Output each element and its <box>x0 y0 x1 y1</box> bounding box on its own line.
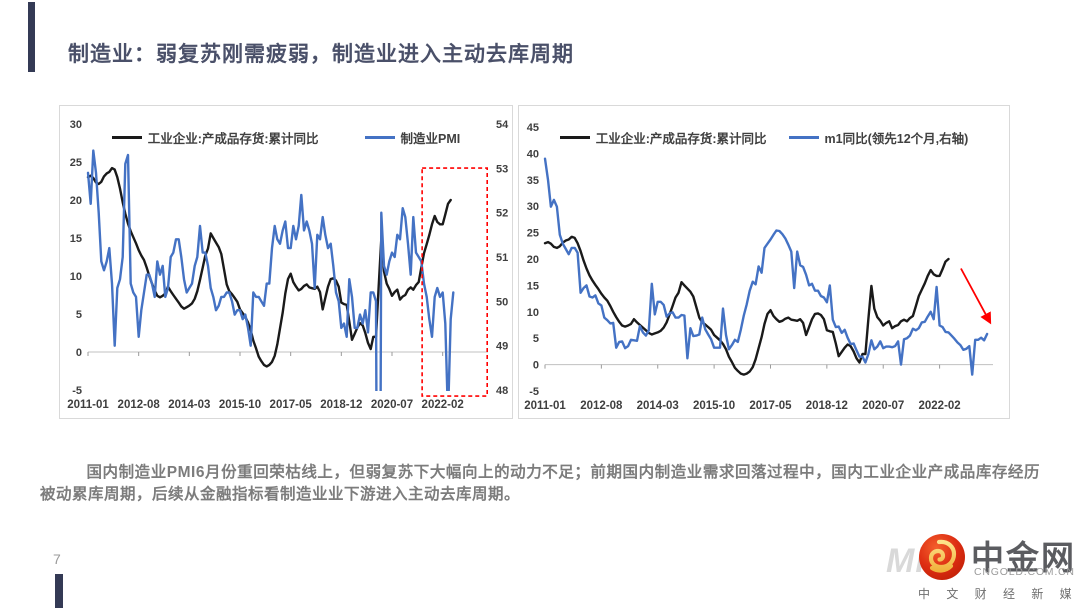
left-axis-label: 10 <box>70 271 82 283</box>
line-sample-black-icon <box>559 136 590 139</box>
left-axis-label: 15 <box>70 233 82 245</box>
right-axis-label: 52 <box>496 208 508 220</box>
left-axis-label: 15 <box>527 280 539 292</box>
page-number: 7 <box>53 551 61 567</box>
left-axis-label: -5 <box>529 386 539 398</box>
left-axis-label: -5 <box>72 385 82 397</box>
line-sample-blue-icon <box>788 136 819 139</box>
x-axis-label: 2011-01 <box>67 399 109 411</box>
left-axis-label: 40 <box>527 148 539 160</box>
chart-inventory-vs-pmi: 30 25 20 15 10 5 0 -5 54 53 52 51 50 49 48 2011-01 2012-… <box>59 105 513 419</box>
left-axis-label: 20 <box>70 195 82 207</box>
legend-item: 工业企业:产成品存货:累计同比 <box>111 128 319 147</box>
commentary-text: 国内制造业PMI6月份重回荣枯线上，但弱复苏下大幅向上的动力不足；前期国内制造业… <box>40 463 1040 503</box>
left-axis-label: 35 <box>527 175 539 187</box>
series-line <box>86 166 452 368</box>
cngold-logo-icon <box>919 534 965 580</box>
right-axis-label: 51 <box>496 252 508 264</box>
left-axis-label: 20 <box>527 254 539 266</box>
right-axis-label: 53 <box>496 163 508 175</box>
legend-label: 制造业PMI <box>400 132 461 146</box>
brand-domain: CNGOLD.COM.CN <box>974 566 1075 578</box>
page-title: 制造业：弱复苏刚需疲弱，制造业进入主动去库周期 <box>68 43 574 67</box>
x-axis-label: 2020-07 <box>371 399 413 411</box>
legend-item: m1同比(领先12个月,右轴) <box>788 128 969 147</box>
left-axis-label: 30 <box>70 119 82 131</box>
x-axis-label: 2018-12 <box>320 399 362 411</box>
brand-name: 中金网 <box>971 539 1076 576</box>
legend-label: m1同比(领先12个月,右轴) <box>824 132 969 146</box>
x-axis-label: 2017-05 <box>270 399 313 411</box>
x-axis-label: 2012-08 <box>580 400 623 412</box>
left-axis-label: 10 <box>527 307 539 319</box>
left-axis-label: 0 <box>76 347 82 359</box>
series-line <box>86 149 455 391</box>
right-axis-label: 50 <box>496 296 508 308</box>
series-line <box>543 157 989 376</box>
footer-accent-bar <box>55 574 63 608</box>
x-axis-label: 2022-02 <box>918 400 960 412</box>
line-sample-black-icon <box>111 136 142 139</box>
chart-inventory-vs-m1: 45 40 35 30 25 20 15 10 5 0 -5 2011-01 2012-08 2014-0… <box>518 105 1010 419</box>
left-axis-label: 25 <box>70 157 82 169</box>
left-axis-label: 0 <box>533 360 539 372</box>
x-axis-label: 2015-10 <box>693 400 735 412</box>
series-line <box>543 235 950 376</box>
x-axis-label: 2017-05 <box>749 400 792 412</box>
left-axis-label: 25 <box>527 228 539 240</box>
left-axis-label: 5 <box>533 333 539 345</box>
left-axis-label: 5 <box>76 309 82 321</box>
x-axis-label: 2018-12 <box>806 400 848 412</box>
legend-item: 制造业PMI <box>364 128 461 147</box>
trend-arrow <box>960 268 992 325</box>
title-accent-bar <box>28 2 35 72</box>
x-axis-label: 2022-02 <box>422 399 464 411</box>
left-axis-label: 45 <box>527 122 539 134</box>
x-axis-label: 2014-03 <box>168 399 210 411</box>
x-axis-label: 2014-03 <box>637 400 679 412</box>
legend-label: 工业企业:产成品存货:累计同比 <box>147 132 319 146</box>
legend-item: 工业企业:产成品存货:累计同比 <box>559 128 767 147</box>
x-axis-label: 2015-10 <box>219 399 261 411</box>
chart-canvas: 45 40 35 30 25 20 15 10 5 0 -5 2011-01 2012-08 2014-0… <box>524 122 993 412</box>
highlight-dashed-rect <box>421 167 488 397</box>
right-axis-label: 54 <box>496 119 509 131</box>
cngold-branding: Mike 中金网 CNGOLD.COM.CN 中 文 财 经 新 媒 体 <box>840 528 1080 604</box>
chart-legend: 工业企业:产成品存货:累计同比 制造业PMI <box>60 128 512 147</box>
chart-legend: 工业企业:产成品存货:累计同比 m1同比(领先12个月,右轴) <box>519 128 1009 147</box>
right-axis-label: 48 <box>496 385 508 397</box>
legend-label: 工业企业:产成品存货:累计同比 <box>595 132 767 146</box>
x-axis-label: 2020-07 <box>862 400 904 412</box>
line-sample-blue-icon <box>364 136 395 139</box>
right-axis-label: 49 <box>496 341 508 353</box>
x-axis-label: 2012-08 <box>118 399 161 411</box>
left-axis-label: 30 <box>527 201 539 213</box>
brand-tagline: 中 文 财 经 新 媒 体 <box>918 587 1080 601</box>
x-axis-label: 2011-01 <box>524 400 566 412</box>
